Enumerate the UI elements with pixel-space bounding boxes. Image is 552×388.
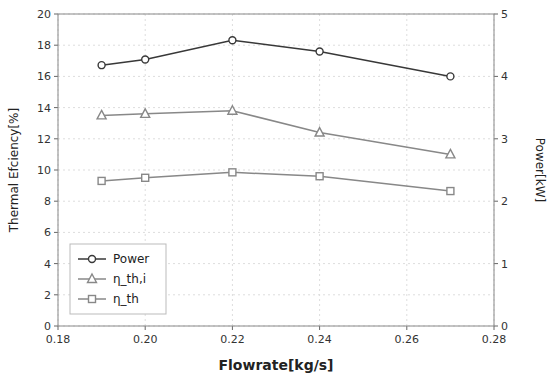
tick-label: 4 xyxy=(501,70,508,83)
x-axis-label: Flowrate[kg/s] xyxy=(218,357,333,373)
legend-marker xyxy=(89,256,96,263)
tick-label: 1 xyxy=(501,258,508,271)
tick xyxy=(54,326,58,327)
point xyxy=(141,109,150,118)
tick-label: 0.26 xyxy=(395,333,420,346)
point xyxy=(98,177,105,184)
tick-label: 6 xyxy=(44,226,51,239)
tick-label: 8 xyxy=(44,195,51,208)
data xyxy=(97,37,455,195)
point xyxy=(229,37,236,44)
tick xyxy=(54,14,58,15)
plot-frame xyxy=(58,14,494,326)
tick xyxy=(54,107,58,108)
tick-label: 5 xyxy=(501,8,508,21)
tick xyxy=(494,76,498,77)
point xyxy=(316,48,323,55)
legend-label: Power xyxy=(113,252,149,266)
tick xyxy=(494,201,498,202)
point xyxy=(142,174,149,181)
point xyxy=(228,106,237,115)
tick-label: 10 xyxy=(37,164,51,177)
legend-box xyxy=(70,244,166,314)
tick xyxy=(319,326,320,330)
tick-label: 18 xyxy=(37,39,51,52)
tick-label: 0.28 xyxy=(482,333,507,346)
tick xyxy=(58,326,59,330)
grid-line xyxy=(58,232,494,233)
tick-label: 0.22 xyxy=(220,333,245,346)
series-line xyxy=(102,172,451,191)
y2-axis-label: Power[kW] xyxy=(533,138,547,202)
tick xyxy=(54,45,58,46)
grid-line xyxy=(58,76,494,77)
legend-marker xyxy=(89,296,96,303)
tick-label: 3 xyxy=(501,133,508,146)
legend-label: η_th xyxy=(113,292,139,306)
tick xyxy=(54,263,58,264)
tick-label: 0 xyxy=(501,320,508,333)
tick-label: 12 xyxy=(37,133,51,146)
tick xyxy=(232,326,233,330)
legend-label: η_th,i xyxy=(113,272,146,286)
grid-line xyxy=(58,201,494,202)
tick xyxy=(145,326,146,330)
series-line xyxy=(102,111,451,155)
point xyxy=(316,173,323,180)
grid-line xyxy=(406,14,407,326)
tick xyxy=(54,294,58,295)
tick xyxy=(494,326,498,327)
tick xyxy=(54,76,58,77)
grid-line xyxy=(58,107,494,108)
point xyxy=(142,56,149,63)
tick xyxy=(54,232,58,233)
tick-label: 16 xyxy=(37,70,51,83)
point xyxy=(447,73,454,80)
tick xyxy=(494,138,498,139)
tick-label: 0.18 xyxy=(46,333,71,346)
tick xyxy=(54,201,58,202)
tick xyxy=(494,326,495,330)
point xyxy=(229,169,236,176)
point xyxy=(97,110,106,119)
legend: Power η_th,i η_th xyxy=(70,244,166,314)
grid xyxy=(58,14,494,326)
tick-label: 4 xyxy=(44,258,51,271)
grid-line xyxy=(58,170,494,171)
axes: 0.180.200.220.240.260.280246810121416182… xyxy=(37,8,508,346)
tick xyxy=(54,170,58,171)
tick xyxy=(494,263,498,264)
tick-label: 20 xyxy=(37,8,51,21)
tick-label: 14 xyxy=(37,102,51,115)
tick-label: 0.20 xyxy=(133,333,158,346)
point xyxy=(98,62,105,69)
point xyxy=(315,128,324,137)
tick-label: 0.24 xyxy=(307,333,332,346)
y-axis-label: Thermal Efciency[%] xyxy=(7,108,21,233)
tick xyxy=(54,138,58,139)
series-line xyxy=(102,40,451,76)
tick xyxy=(494,14,498,15)
tick-label: 2 xyxy=(501,195,508,208)
point xyxy=(446,149,455,158)
chart: 0.180.200.220.240.260.280246810121416182… xyxy=(0,0,552,388)
tick-label: 2 xyxy=(44,289,51,302)
point xyxy=(447,188,454,195)
tick xyxy=(406,326,407,330)
grid-line xyxy=(58,138,494,139)
legend-marker xyxy=(88,274,97,283)
tick-label: 0 xyxy=(44,320,51,333)
